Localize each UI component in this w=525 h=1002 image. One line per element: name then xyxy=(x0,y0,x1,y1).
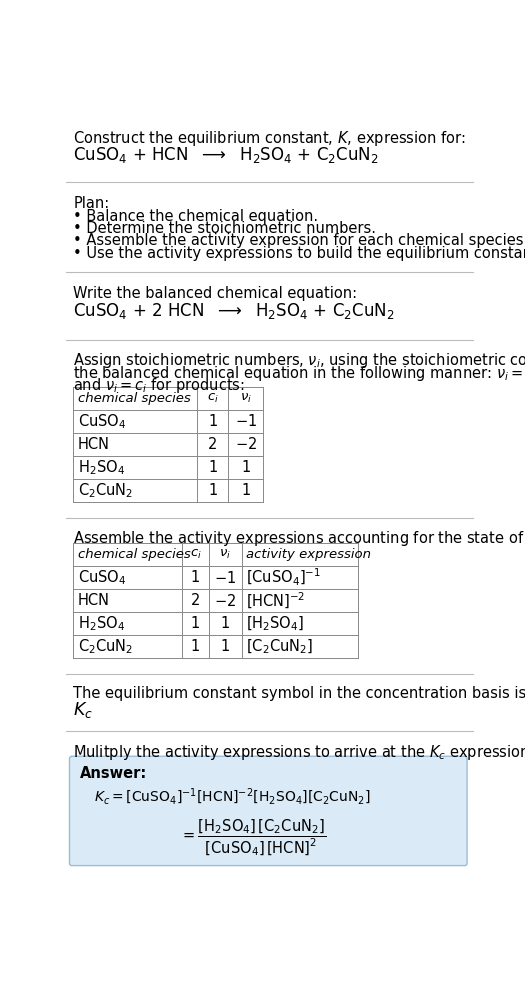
Text: H$_2$SO$_4$: H$_2$SO$_4$ xyxy=(78,614,125,633)
Text: CuSO$_4$ + 2 HCN  $\longrightarrow$  H$_2$SO$_4$ + C$_2$CuN$_2$: CuSO$_4$ + 2 HCN $\longrightarrow$ H$_2$… xyxy=(74,302,395,322)
Text: Construct the equilibrium constant, $K$, expression for:: Construct the equilibrium constant, $K$,… xyxy=(74,129,466,148)
Text: Assign stoichiometric numbers, $\nu_i$, using the stoichiometric coefficients, $: Assign stoichiometric numbers, $\nu_i$, … xyxy=(74,352,525,371)
Text: • Assemble the activity expression for each chemical species.: • Assemble the activity expression for e… xyxy=(74,233,525,248)
Text: 1: 1 xyxy=(191,616,200,631)
Text: $-1$: $-1$ xyxy=(214,569,236,585)
Text: C$_2$CuN$_2$: C$_2$CuN$_2$ xyxy=(78,637,133,656)
Text: The equilibrium constant symbol in the concentration basis is:: The equilibrium constant symbol in the c… xyxy=(74,686,525,701)
Text: $-1$: $-1$ xyxy=(235,413,257,429)
Text: chemical species: chemical species xyxy=(78,392,191,405)
Text: $c_i$: $c_i$ xyxy=(207,392,219,405)
Text: • Determine the stoichiometric numbers.: • Determine the stoichiometric numbers. xyxy=(74,221,376,236)
Text: 1: 1 xyxy=(241,460,250,475)
Text: HCN: HCN xyxy=(78,437,110,452)
Text: 2: 2 xyxy=(191,593,200,608)
Text: 1: 1 xyxy=(208,483,217,498)
Text: 1: 1 xyxy=(191,639,200,654)
Text: HCN: HCN xyxy=(78,593,110,608)
Text: $-2$: $-2$ xyxy=(214,593,236,609)
Text: CuSO$_4$: CuSO$_4$ xyxy=(78,568,127,587)
Text: $K_c$: $K_c$ xyxy=(74,700,93,720)
Text: the balanced chemical equation in the following manner: $\nu_i = -c_i$ for react: the balanced chemical equation in the fo… xyxy=(74,364,525,383)
Text: [HCN]$^{-2}$: [HCN]$^{-2}$ xyxy=(246,590,306,611)
Text: 1: 1 xyxy=(220,616,230,631)
Text: 1: 1 xyxy=(241,483,250,498)
Text: • Use the activity expressions to build the equilibrium constant expression.: • Use the activity expressions to build … xyxy=(74,245,525,261)
Text: activity expression: activity expression xyxy=(246,548,371,561)
Text: 1: 1 xyxy=(208,414,217,429)
Text: 1: 1 xyxy=(191,570,200,585)
Text: 1: 1 xyxy=(208,460,217,475)
Text: Mulitply the activity expressions to arrive at the $K_c$ expression:: Mulitply the activity expressions to arr… xyxy=(74,743,525,763)
Text: $\nu_i$: $\nu_i$ xyxy=(240,392,252,405)
Text: and $\nu_i = c_i$ for products:: and $\nu_i = c_i$ for products: xyxy=(74,376,245,395)
Text: H$_2$SO$_4$: H$_2$SO$_4$ xyxy=(78,458,125,477)
Text: $K_c = [\mathrm{CuSO_4}]^{-1}[\mathrm{HCN}]^{-2}[\mathrm{H_2SO_4}][\mathrm{C_2Cu: $K_c = [\mathrm{CuSO_4}]^{-1}[\mathrm{HC… xyxy=(93,787,370,807)
Text: [C$_2$CuN$_2$]: [C$_2$CuN$_2$] xyxy=(246,637,313,656)
Text: $c_i$: $c_i$ xyxy=(190,548,202,561)
Text: Assemble the activity expressions accounting for the state of matter and $\nu_i$: Assemble the activity expressions accoun… xyxy=(74,529,525,548)
Text: C$_2$CuN$_2$: C$_2$CuN$_2$ xyxy=(78,481,133,500)
Text: • Balance the chemical equation.: • Balance the chemical equation. xyxy=(74,208,319,223)
Text: Answer:: Answer: xyxy=(80,767,147,782)
Text: 2: 2 xyxy=(208,437,217,452)
Text: [CuSO$_4$]$^{-1}$: [CuSO$_4$]$^{-1}$ xyxy=(246,567,321,588)
Text: Write the balanced chemical equation:: Write the balanced chemical equation: xyxy=(74,286,358,301)
Text: $= \dfrac{[\mathrm{H_2SO_4}]\,[\mathrm{C_2CuN_2}]}{[\mathrm{CuSO_4}]\,[\mathrm{H: $= \dfrac{[\mathrm{H_2SO_4}]\,[\mathrm{C… xyxy=(180,817,327,858)
Text: $-2$: $-2$ xyxy=(235,437,257,453)
Text: CuSO$_4$: CuSO$_4$ xyxy=(78,412,127,431)
Text: chemical species: chemical species xyxy=(78,548,191,561)
Text: $\nu_i$: $\nu_i$ xyxy=(219,548,231,561)
Text: [H$_2$SO$_4$]: [H$_2$SO$_4$] xyxy=(246,614,304,633)
Text: Plan:: Plan: xyxy=(74,195,110,210)
Text: CuSO$_4$ + HCN  $\longrightarrow$  H$_2$SO$_4$ + C$_2$CuN$_2$: CuSO$_4$ + HCN $\longrightarrow$ H$_2$SO… xyxy=(74,145,379,165)
Text: 1: 1 xyxy=(220,639,230,654)
FancyBboxPatch shape xyxy=(69,757,467,866)
